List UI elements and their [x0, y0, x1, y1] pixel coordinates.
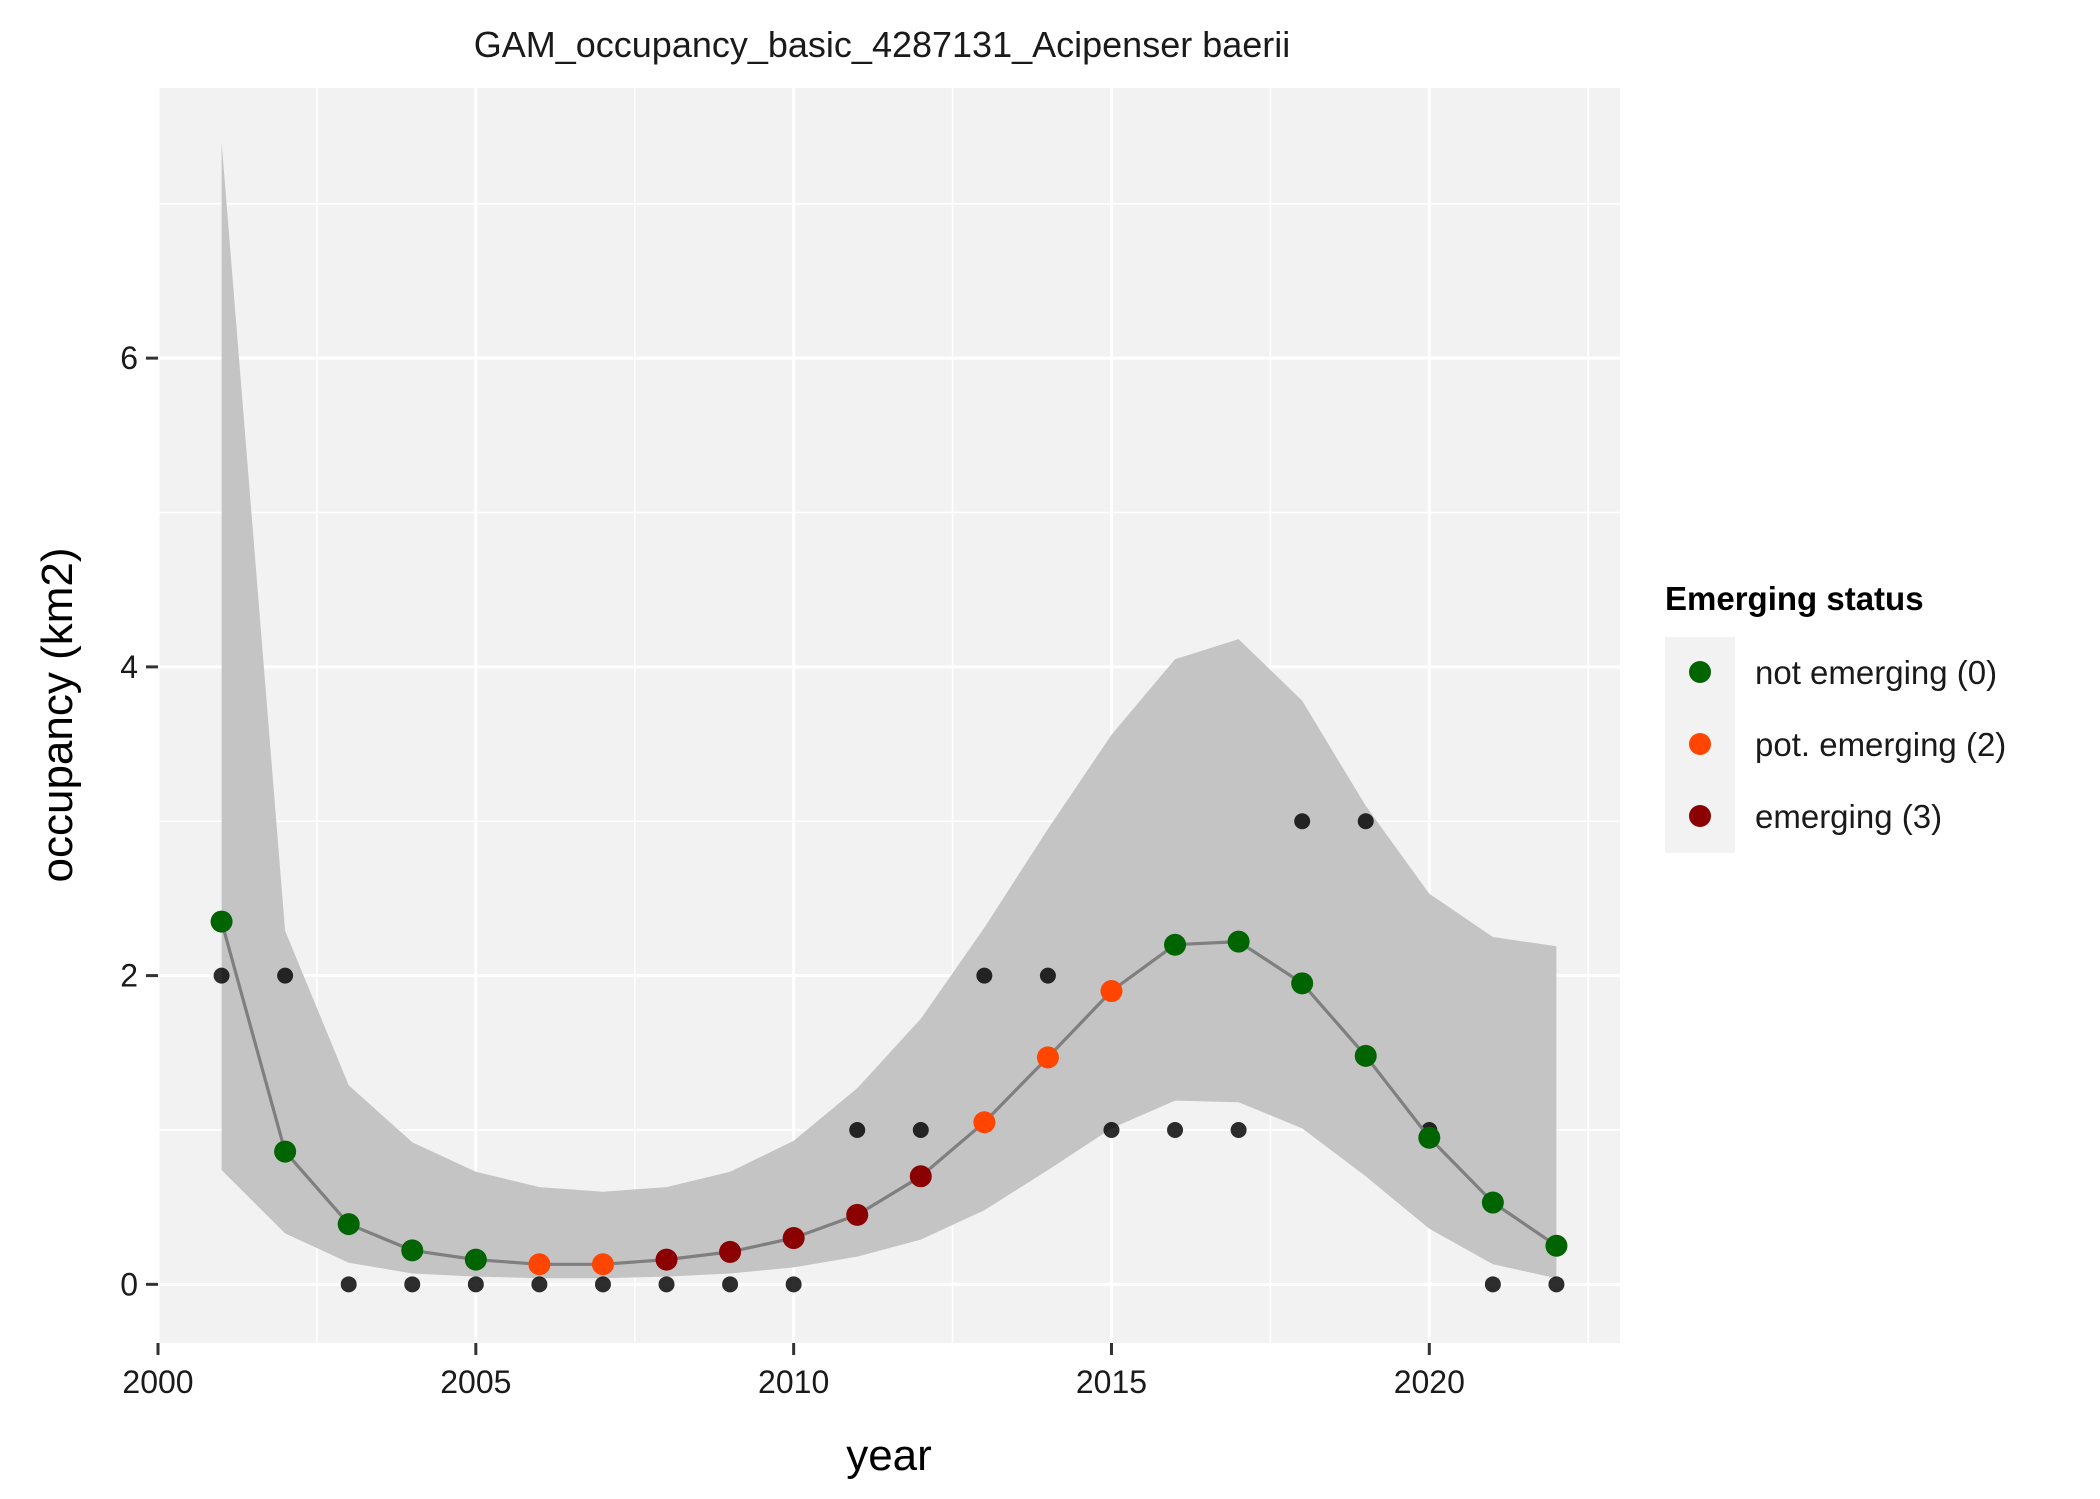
fitted-point	[274, 1140, 297, 1163]
observed-point	[912, 1121, 929, 1138]
y-tick-label: 2	[120, 958, 138, 994]
fitted-point	[655, 1248, 678, 1271]
observed-point	[1103, 1121, 1120, 1138]
y-tick-label: 6	[120, 340, 138, 376]
fitted-point	[337, 1213, 360, 1236]
fitted-point	[528, 1253, 551, 1276]
x-tick-label: 2005	[440, 1364, 511, 1400]
legend-key	[1689, 733, 1711, 755]
observed-point	[976, 967, 993, 984]
observed-point	[1548, 1276, 1565, 1293]
observed-point	[1484, 1276, 1501, 1293]
x-tick-label: 2020	[1394, 1364, 1465, 1400]
fitted-point	[1481, 1191, 1504, 1214]
fitted-point	[719, 1240, 742, 1263]
observed-point	[531, 1276, 548, 1293]
fitted-point	[1164, 933, 1187, 956]
fitted-point	[401, 1239, 424, 1262]
fitted-point	[1036, 1046, 1059, 1069]
fitted-point	[464, 1248, 487, 1271]
x-tick-label: 2000	[122, 1364, 193, 1400]
x-tick-label: 2010	[758, 1364, 829, 1400]
fitted-points	[210, 910, 1568, 1276]
legend-key	[1689, 661, 1711, 683]
fitted-point	[210, 910, 233, 933]
fitted-point	[1545, 1234, 1568, 1257]
grid-major	[156, 88, 1620, 1343]
legend-label: emerging (3)	[1755, 798, 1942, 835]
legend-key	[1689, 805, 1711, 827]
y-axis: 0 2 4 6	[120, 340, 158, 1302]
observed-point	[658, 1276, 675, 1293]
fitted-point	[1354, 1044, 1377, 1067]
observed-point	[277, 967, 294, 984]
fitted-point	[1291, 972, 1314, 995]
observed-points	[213, 813, 1565, 1293]
observed-point	[213, 967, 230, 984]
x-axis-title: year	[846, 1431, 932, 1480]
observed-point	[785, 1276, 802, 1293]
fitted-line	[220, 921, 1558, 1266]
fitted-point	[973, 1111, 996, 1134]
observed-point	[1357, 813, 1374, 830]
y-axis-title: occupancy (km2)	[33, 547, 82, 882]
observed-point	[1167, 1121, 1184, 1138]
y-tick-label: 4	[120, 649, 138, 685]
legend-title: Emerging status	[1665, 580, 1924, 617]
observed-point	[722, 1276, 739, 1293]
legend-entries: not emerging (0) pot. emerging (2) emergin…	[1689, 654, 2006, 835]
fitted-point	[1227, 930, 1250, 953]
x-axis: 2000 2005 2010 2015 2020	[122, 1343, 1465, 1400]
fitted-point	[782, 1227, 805, 1250]
observed-point	[467, 1276, 484, 1293]
observed-point	[849, 1121, 866, 1138]
fitted-point	[1418, 1126, 1441, 1149]
fitted-point	[846, 1203, 869, 1226]
confidence-ribbon	[221, 142, 1557, 1279]
fitted-point	[909, 1165, 932, 1188]
fitted-point	[591, 1253, 614, 1276]
legend-label: not emerging (0)	[1755, 654, 1997, 691]
fitted-point	[1100, 980, 1123, 1003]
observed-point	[404, 1276, 421, 1293]
observed-point	[1230, 1121, 1247, 1138]
observed-point	[1294, 813, 1311, 830]
observed-point	[1039, 967, 1056, 984]
legend: Emerging status not emerging (0) pot. eme…	[1665, 580, 2006, 853]
observed-point	[594, 1276, 611, 1293]
y-tick-label: 0	[120, 1266, 138, 1302]
legend-label: pot. emerging (2)	[1755, 726, 2006, 763]
observed-point	[340, 1276, 357, 1293]
chart-title: GAM_occupancy_basic_4287131_Acipenser ba…	[474, 24, 1291, 65]
x-tick-label: 2015	[1076, 1364, 1147, 1400]
